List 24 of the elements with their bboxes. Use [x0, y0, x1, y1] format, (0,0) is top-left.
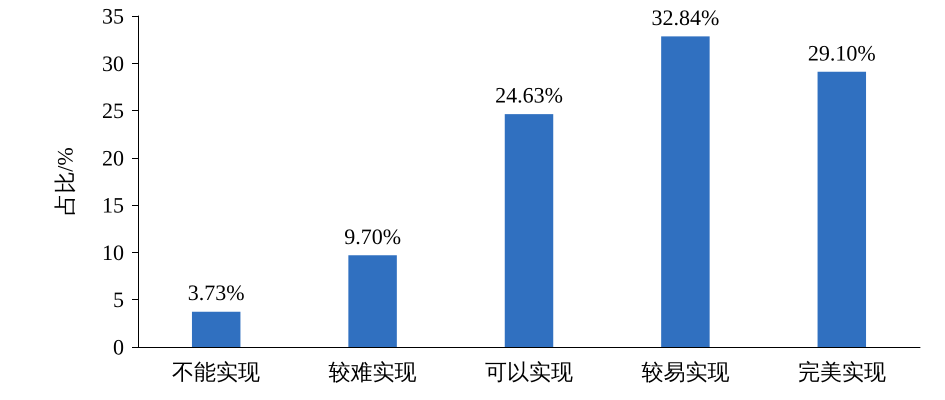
- bar: [661, 36, 710, 347]
- data-label: 24.63%: [495, 82, 563, 108]
- x-tick-label: 不能实现: [172, 360, 260, 384]
- bar: [348, 255, 397, 347]
- y-tick-label: 15: [102, 192, 124, 218]
- data-label: 32.84%: [651, 4, 720, 30]
- y-tick-label: 0: [113, 334, 124, 360]
- y-tick-label: 25: [102, 98, 124, 124]
- x-tick-label: 可以实现: [485, 360, 573, 384]
- data-label: 9.70%: [344, 224, 402, 249]
- bar: [818, 72, 866, 347]
- y-tick-label: 20: [102, 145, 124, 170]
- data-label: 29.10%: [808, 40, 876, 66]
- y-tick-label: 30: [102, 50, 124, 76]
- x-tick-label: 完美实现: [798, 360, 886, 384]
- x-tick-label: 较难实现: [328, 360, 417, 384]
- y-tick-label: 5: [113, 287, 124, 312]
- y-tick-label: 10: [102, 240, 124, 265]
- y-axis-title: 占比/%: [52, 147, 78, 216]
- y-tick-label: 35: [102, 4, 124, 28]
- data-label: 3.73%: [188, 280, 245, 306]
- bar: [504, 114, 554, 347]
- x-tick-label: 较易实现: [641, 360, 730, 384]
- bar: [192, 312, 240, 347]
